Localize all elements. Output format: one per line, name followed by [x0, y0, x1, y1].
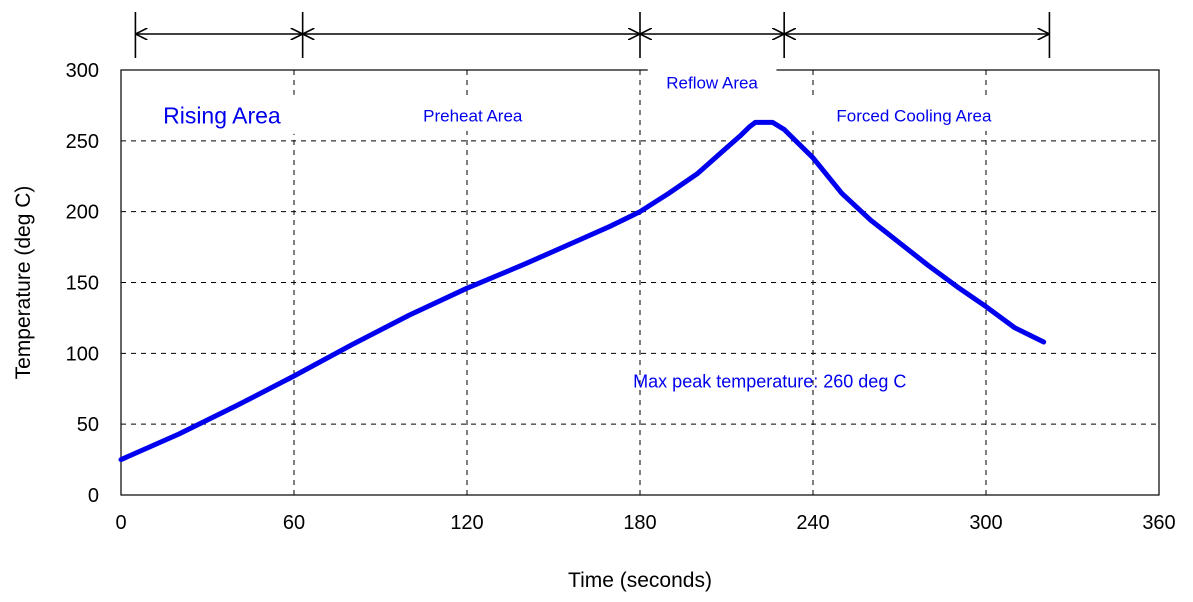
- y-tick-label: 150: [66, 273, 99, 295]
- x-axis-ticks: 0 60 120 180 240 300 360: [115, 512, 1175, 534]
- x-tick-label: 60: [283, 512, 305, 534]
- area-label: Preheat Area: [423, 106, 523, 125]
- area-label-background: [403, 97, 542, 131]
- x-tick-label: 360: [1142, 512, 1175, 534]
- y-tick-label: 200: [66, 202, 99, 224]
- area-label-background: [811, 97, 1017, 131]
- temperature-profile-line: [118, 119, 1047, 463]
- area-boundary-arrows: [134, 12, 1051, 58]
- x-tick-label: 180: [623, 512, 656, 534]
- area-label-background: [139, 94, 305, 134]
- y-tick-label: 300: [66, 60, 99, 82]
- area-label: Reflow Area: [666, 74, 758, 93]
- area-label: Rising Area: [163, 102, 281, 128]
- x-tick-label: 240: [796, 512, 829, 534]
- y-tick-label: 250: [66, 131, 99, 153]
- x-tick-label: 120: [450, 512, 483, 534]
- x-tick-label: 300: [969, 512, 1002, 534]
- area-labels: Rising Area Preheat Area Reflow Area Forced…: [163, 74, 992, 129]
- y-tick-label: 100: [66, 343, 99, 365]
- area-label-background: [647, 65, 777, 99]
- x-tick-label: 0: [115, 512, 126, 534]
- y-tick-label: 0: [88, 485, 99, 507]
- plot-frame: [120, 69, 1160, 496]
- y-axis-title: Temperature (deg C): [12, 186, 35, 380]
- area-label: Forced Cooling Area: [836, 106, 992, 125]
- y-axis-ticks: 0 50 100 150 200 250 300: [66, 60, 99, 507]
- peak-temperature-annotation: Max peak temperature: 260 deg C: [633, 372, 906, 392]
- y-tick-label: 50: [77, 414, 99, 436]
- x-axis-title: Time (seconds): [568, 569, 712, 592]
- grid-lines: [121, 70, 1159, 495]
- area-label-backgrounds: [139, 65, 1017, 134]
